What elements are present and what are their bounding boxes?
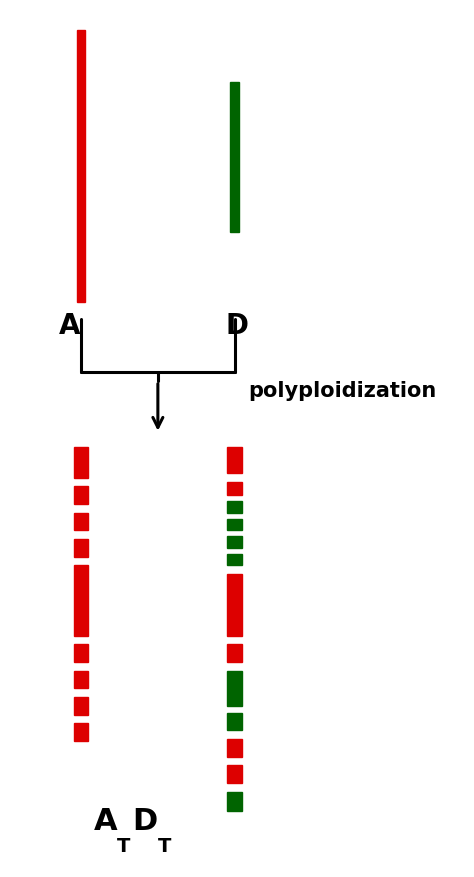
Text: D: D (133, 806, 158, 835)
Bar (77, 31, 85, 303)
Bar (228, 671, 242, 706)
Bar (74, 447, 89, 478)
Text: D: D (226, 311, 248, 339)
Bar (228, 766, 242, 783)
Bar (228, 519, 242, 531)
Bar (228, 537, 242, 548)
Bar (230, 83, 238, 232)
Bar (228, 447, 242, 474)
Text: T: T (158, 836, 171, 855)
Bar (228, 554, 242, 566)
Bar (228, 713, 242, 731)
Bar (74, 697, 89, 715)
Bar (74, 566, 89, 636)
Bar (228, 645, 242, 662)
Bar (74, 539, 89, 557)
Text: T: T (117, 836, 131, 855)
Bar (228, 792, 242, 811)
Text: A: A (59, 311, 80, 339)
Bar (228, 739, 242, 757)
Text: polyploidization: polyploidization (248, 381, 437, 400)
Bar (228, 482, 242, 496)
Bar (74, 487, 89, 504)
Bar (74, 724, 89, 741)
Bar (228, 502, 242, 513)
Bar (74, 645, 89, 662)
Bar (74, 513, 89, 531)
Text: A: A (94, 806, 117, 835)
Bar (228, 574, 242, 636)
Bar (74, 671, 89, 688)
